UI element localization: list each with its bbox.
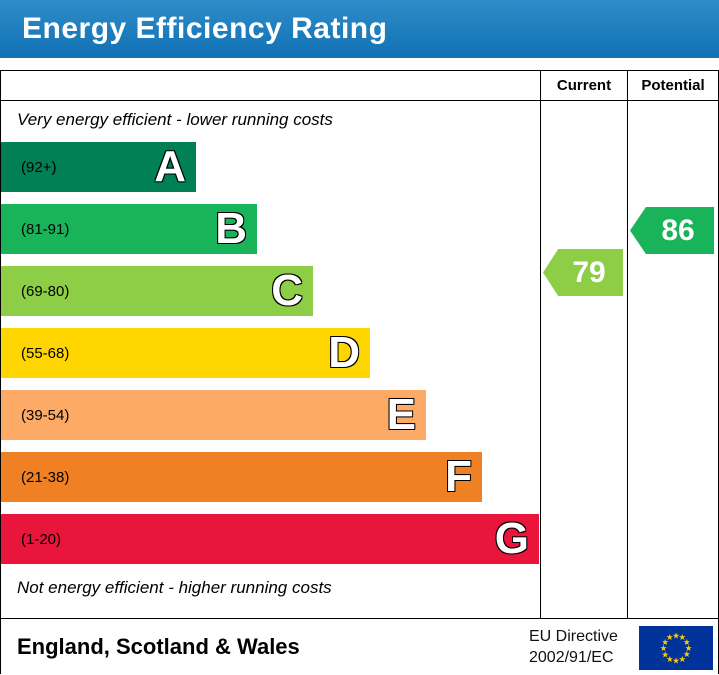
band-b-range: (81-91) [21, 220, 70, 238]
band-a-letter: A [154, 142, 186, 191]
column-header-row: Current Potential [1, 71, 718, 101]
potential-rating-tag: 86 [630, 207, 714, 254]
rating-chart: Current Potential Very energy efficient … [0, 70, 719, 674]
band-f-letter: F [445, 452, 472, 501]
eu-directive-line2: 2002/91/EC [529, 649, 614, 666]
svg-text:★: ★ [678, 655, 686, 665]
band-a: (92+) A [1, 142, 196, 192]
caption-top: Very energy efficient - lower running co… [17, 110, 333, 129]
potential-rating-value: 86 [661, 213, 695, 247]
current-rating-tag: 79 [543, 249, 623, 296]
band-c: (69-80) C [1, 266, 313, 316]
band-a-range: (92+) [21, 158, 57, 176]
current-column-header: Current [556, 77, 612, 94]
band-g-letter: G [494, 514, 529, 563]
svg-text:★: ★ [666, 655, 674, 665]
svg-text:★: ★ [661, 650, 669, 660]
potential-column-header: Potential [641, 77, 705, 94]
svg-text:★: ★ [660, 644, 668, 654]
band-f: (21-38) F [1, 452, 482, 502]
svg-text:★: ★ [683, 650, 691, 660]
band-f-range: (21-38) [21, 468, 70, 486]
potential-column-divider [627, 71, 628, 618]
band-b: (81-91) B [1, 204, 257, 254]
svg-text:★: ★ [672, 657, 680, 667]
band-d-letter: D [328, 328, 360, 377]
svg-text:★: ★ [685, 644, 693, 654]
svg-text:★: ★ [672, 632, 680, 642]
band-e-letter: E [386, 390, 416, 439]
title-banner: Energy Efficiency Rating [0, 0, 719, 58]
eu-directive-line1: EU Directive [529, 628, 618, 645]
band-c-letter: C [271, 266, 303, 315]
eu-flag-icon: ★★★★★★★★★★★★ [639, 626, 713, 670]
band-c-range: (69-80) [21, 282, 70, 300]
region-label: England, Scotland & Wales [17, 634, 300, 659]
eu-directive-label: EU Directive 2002/91/EC [529, 626, 618, 668]
footer: England, Scotland & Wales EU Directive 2… [1, 618, 718, 674]
band-e-range: (39-54) [21, 406, 70, 424]
band-e: (39-54) E [1, 390, 426, 440]
bands-area: Very energy efficient - lower running co… [1, 102, 540, 598]
band-d-range: (55-68) [21, 344, 70, 362]
current-rating-value: 79 [572, 255, 606, 289]
page-title: Energy Efficiency Rating [22, 12, 388, 45]
svg-text:★: ★ [683, 638, 691, 648]
band-g: (1-20) G [1, 514, 539, 564]
svg-text:★: ★ [661, 638, 669, 648]
svg-text:★: ★ [678, 633, 686, 643]
band-d: (55-68) D [1, 328, 370, 378]
svg-text:★: ★ [666, 633, 674, 643]
band-g-range: (1-20) [21, 530, 62, 548]
current-column-divider [540, 71, 541, 618]
caption-bottom: Not energy efficient - higher running co… [17, 578, 332, 597]
band-b-letter: B [215, 204, 247, 253]
